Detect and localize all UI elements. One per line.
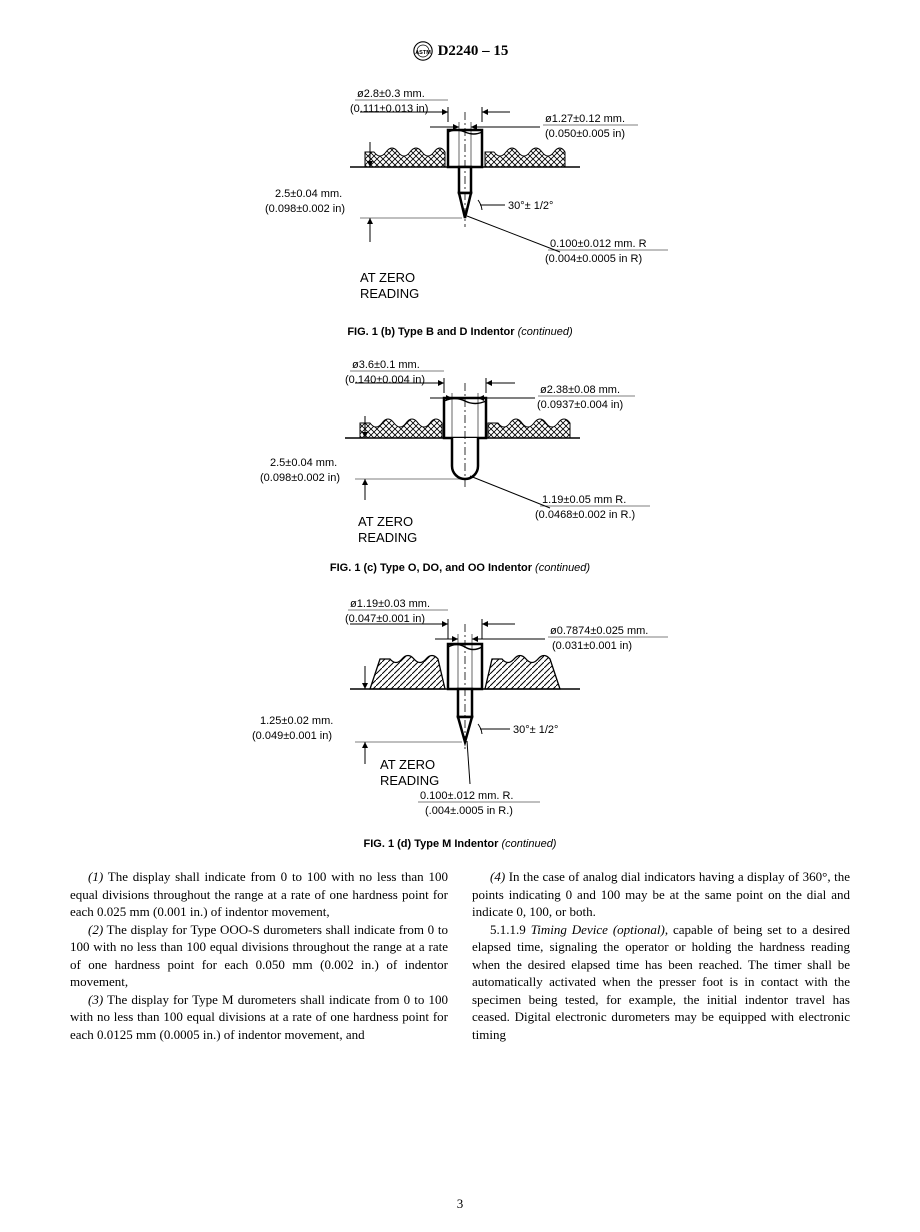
- zero-reading-label: AT ZERO: [360, 270, 415, 285]
- zero-reading-label: READING: [358, 530, 417, 545]
- standard-id: D2240 – 15: [438, 43, 509, 60]
- para-text: The display for Type M durometers shall …: [70, 992, 448, 1042]
- dim-label: ø0.7874±0.025 mm.: [550, 625, 648, 637]
- figure-1c: ø3.6±0.1 mm. (0.140±0.004 in) ø2.38±0.08…: [70, 348, 850, 574]
- para-text: In the case of analog dial indicators ha…: [472, 869, 850, 919]
- dim-label: 1.25±0.02 mm.: [260, 715, 333, 727]
- figure-1b: ø2.8±0.3 mm. (0.111±0.013 in) ø1.27±0.12…: [70, 72, 850, 338]
- caption-strong: FIG. 1 (d) Type M Indentor: [364, 838, 499, 850]
- astm-logo-icon: ASTM: [412, 40, 434, 62]
- figure-1d: ø1.19±0.03 mm. (0.047±0.001 in) ø0.7874±…: [70, 584, 850, 850]
- zero-reading-label: READING: [380, 773, 439, 788]
- column-left: (1) The display shall indicate from 0 to…: [70, 868, 448, 1043]
- dim-label: ø3.6±0.1 mm.: [352, 359, 420, 371]
- dim-label: (0.004±0.0005 in R): [545, 253, 642, 265]
- figure-1d-caption: FIG. 1 (d) Type M Indentor (continued): [70, 838, 850, 850]
- dim-label: (0.098±0.002 in): [260, 472, 340, 484]
- section-number: 5.1.1.9: [490, 922, 526, 937]
- caption-continued: (continued): [501, 838, 556, 850]
- dim-label: 2.5±0.04 mm.: [270, 457, 337, 469]
- dim-label: (0.0937±0.004 in): [537, 399, 623, 411]
- svg-text:ASTM: ASTM: [415, 50, 431, 56]
- dim-label: (0.111±0.013 in): [350, 103, 428, 115]
- zero-reading-label: AT ZERO: [380, 757, 435, 772]
- dim-label: (0.098±0.002 in): [265, 203, 345, 215]
- dim-label: 0.100±.012 mm. R.: [420, 790, 513, 802]
- page-header: ASTM D2240 – 15: [70, 40, 850, 62]
- page-number: 3: [0, 1196, 920, 1212]
- dim-label: (0.0468±0.002 in R.): [535, 509, 635, 521]
- zero-reading-label: READING: [360, 286, 419, 301]
- dim-label: (0.047±0.001 in): [345, 613, 425, 625]
- dim-label: 2.5±0.04 mm.: [275, 188, 342, 200]
- body-text: (1) The display shall indicate from 0 to…: [70, 868, 850, 1043]
- para-text: The display shall indicate from 0 to 100…: [70, 869, 448, 919]
- caption-continued: (continued): [535, 562, 590, 574]
- dim-label: 30°± 1/2°: [508, 200, 553, 212]
- dim-label: (0.031±0.001 in): [552, 640, 632, 652]
- para-text: , capable of being set to a desired elap…: [472, 922, 850, 1042]
- dim-label: 0.100±0.012 mm. R: [550, 238, 647, 250]
- item-number: (1): [88, 869, 103, 884]
- figure-1b-caption: FIG. 1 (b) Type B and D Indentor (contin…: [70, 326, 850, 338]
- caption-continued: (continued): [518, 326, 573, 338]
- dim-label: ø2.38±0.08 mm.: [540, 384, 620, 396]
- body-para-4: (4) In the case of analog dial indicator…: [472, 868, 850, 921]
- body-para-2: (2) The display for Type OOO-S durometer…: [70, 921, 448, 991]
- dim-label: (0.049±0.001 in): [252, 730, 332, 742]
- caption-strong: FIG. 1 (b) Type B and D Indentor: [347, 326, 514, 338]
- item-number: (2): [88, 922, 103, 937]
- body-para-5: 5.1.1.9 Timing Device (optional), capabl…: [472, 921, 850, 1044]
- dim-label: (.004±.0005 in R.): [425, 805, 513, 817]
- dim-label: ø1.27±0.12 mm.: [545, 113, 625, 125]
- dim-label: 1.19±0.05 mm R.: [542, 494, 626, 506]
- dim-label: (0.050±0.005 in): [545, 128, 625, 140]
- column-right: (4) In the case of analog dial indicator…: [472, 868, 850, 1043]
- dim-label: ø2.8±0.3 mm.: [357, 88, 425, 100]
- para-text: The display for Type OOO-S durometers sh…: [70, 922, 448, 990]
- body-para-1: (1) The display shall indicate from 0 to…: [70, 868, 448, 921]
- item-number: (3): [88, 992, 103, 1007]
- zero-reading-label: AT ZERO: [358, 514, 413, 529]
- caption-strong: FIG. 1 (c) Type O, DO, and OO Indentor: [330, 562, 532, 574]
- section-title: Timing Device (optional): [531, 922, 665, 937]
- dim-label: 30°± 1/2°: [513, 724, 558, 736]
- item-number: (4): [490, 869, 505, 884]
- dim-label: (0.140±0.004 in): [345, 374, 425, 386]
- figure-1c-caption: FIG. 1 (c) Type O, DO, and OO Indentor (…: [70, 562, 850, 574]
- dim-label: ø1.19±0.03 mm.: [350, 598, 430, 610]
- body-para-3: (3) The display for Type M durometers sh…: [70, 991, 448, 1044]
